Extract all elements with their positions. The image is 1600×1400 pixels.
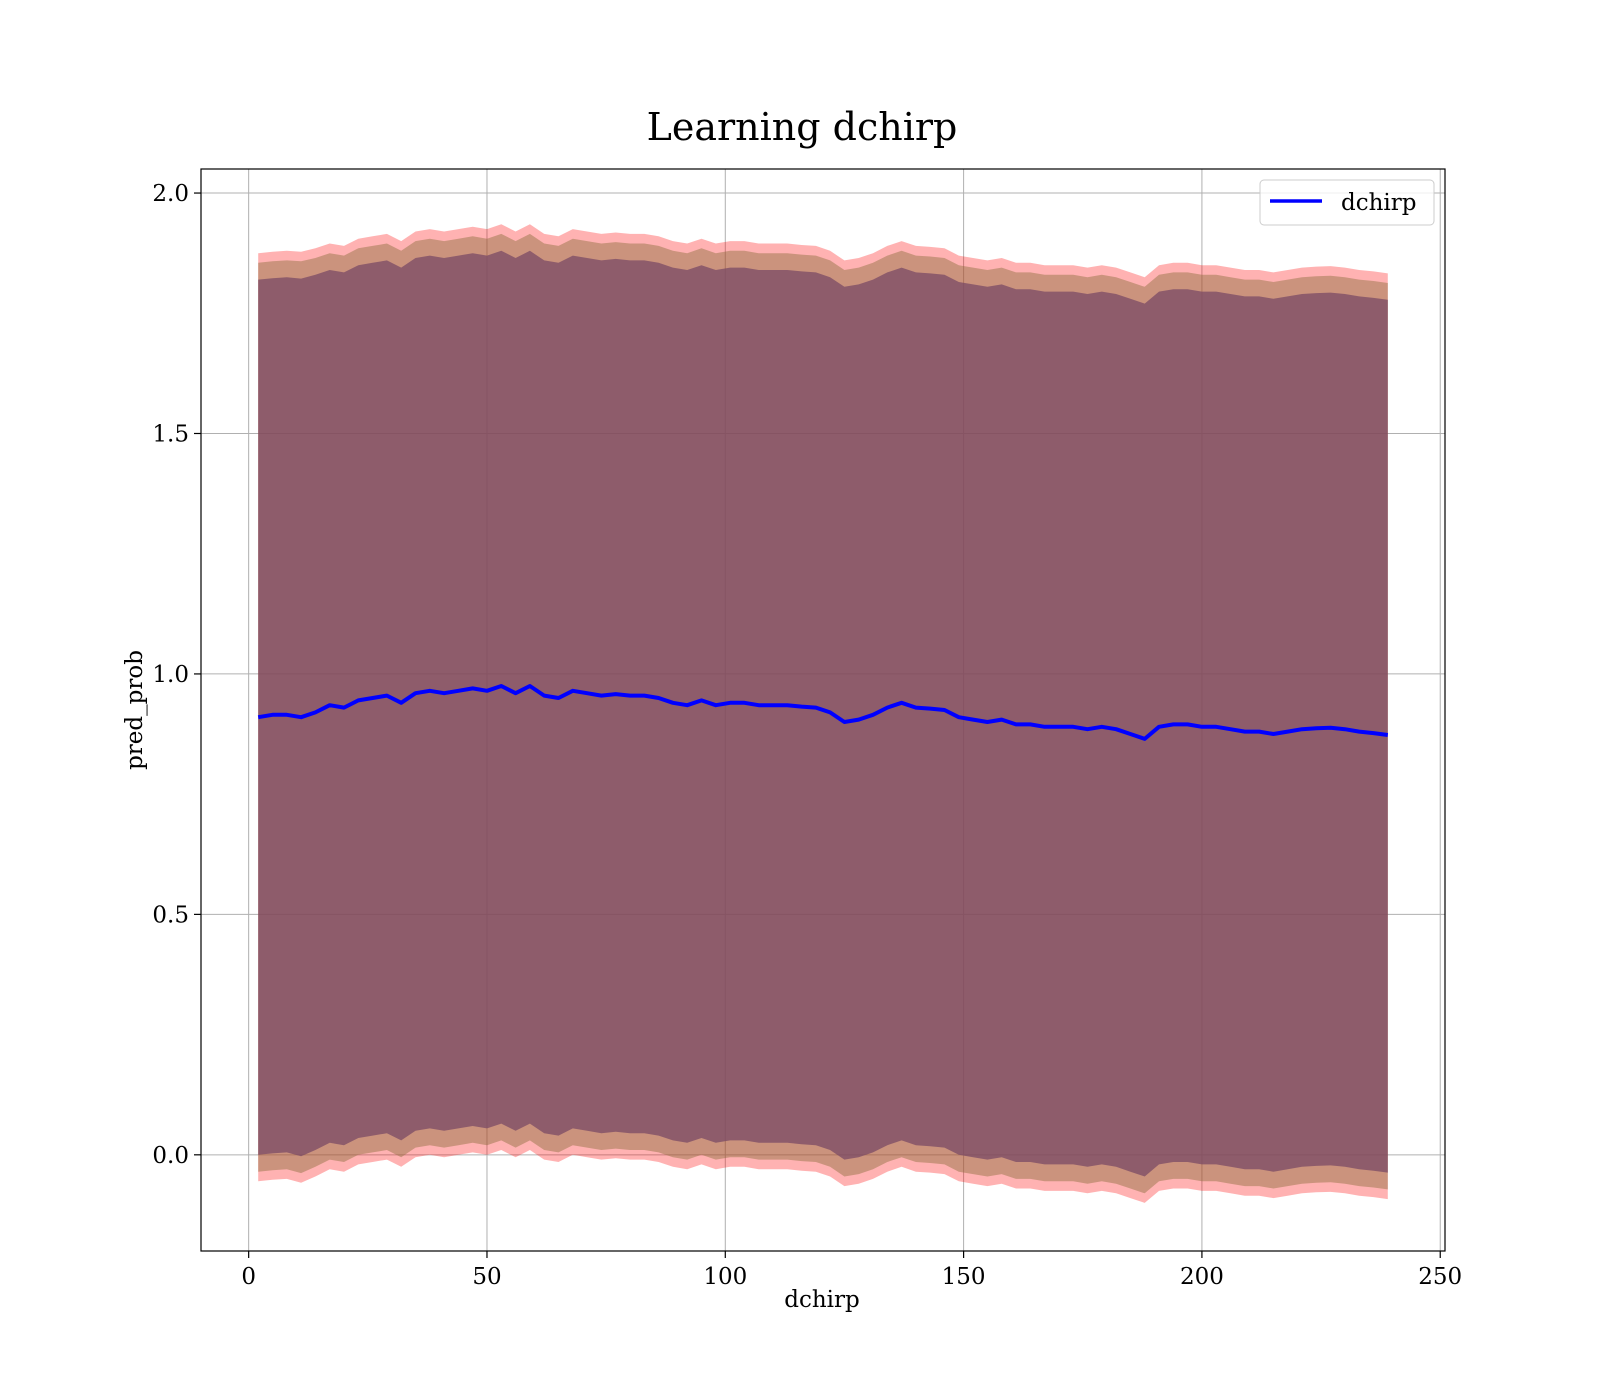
x-tick-label-2: 100 xyxy=(703,1264,747,1290)
x-tick-label-0: 0 xyxy=(241,1264,256,1290)
y-tick-label-3: 1.5 xyxy=(152,421,189,447)
y-axis-label: pred_prob xyxy=(122,650,148,770)
legend-entry-dchirp: dchirp xyxy=(1341,190,1417,216)
y-tick-label-4: 2.0 xyxy=(152,181,189,207)
confidence-bands xyxy=(258,224,1388,1203)
x-tick-label-1: 50 xyxy=(472,1264,501,1290)
plot-area-frame xyxy=(200,168,1446,1252)
chart-title: Learning dchirp xyxy=(647,105,958,149)
series-lines xyxy=(257,684,1389,741)
x-axis-label: dchirp xyxy=(784,1287,860,1313)
x-tick-label-4: 200 xyxy=(1180,1264,1224,1290)
y-tick-label-1: 0.5 xyxy=(152,902,189,928)
y-tick-label-2: 1.0 xyxy=(152,662,189,688)
legend-box xyxy=(1259,179,1435,226)
x-tick-label-3: 150 xyxy=(942,1264,986,1290)
x-axis-ticks: 0 50 100 150 200 250 xyxy=(241,1251,1462,1290)
series-line-dchirp xyxy=(257,684,1389,741)
y-axis-ticks: 0.0 0.5 1.0 1.5 2.0 xyxy=(152,181,201,1169)
y-tick-label-0: 0.0 xyxy=(152,1143,189,1169)
legend: dchirp xyxy=(1259,179,1435,226)
x-tick-label-5: 250 xyxy=(1418,1264,1462,1290)
confidence-band-2 xyxy=(258,250,1388,1177)
